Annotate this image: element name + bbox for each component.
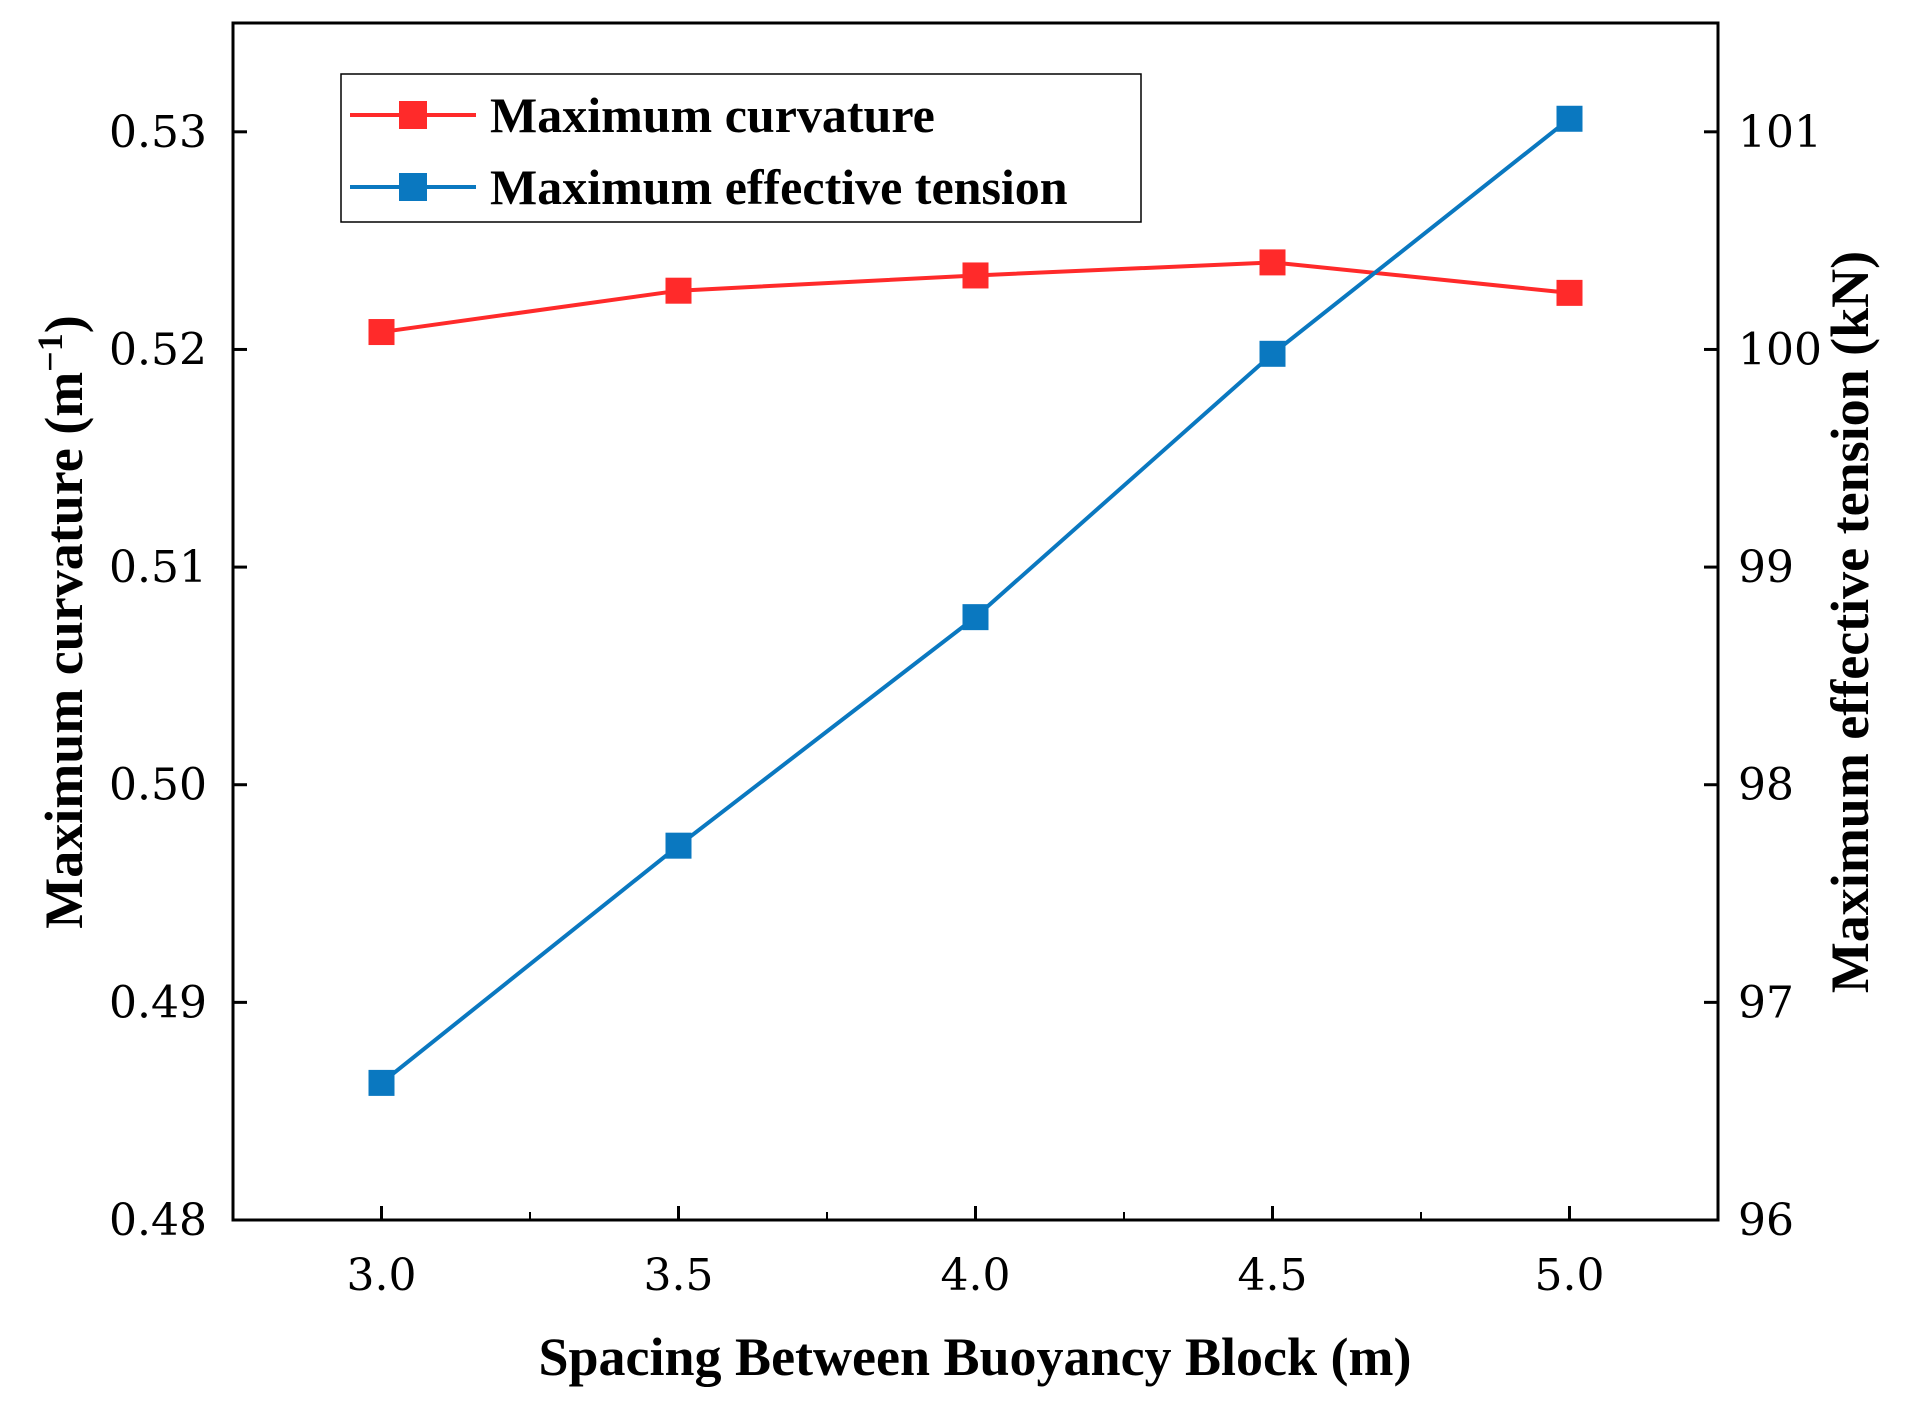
y-right-tick-label: 96	[1738, 1195, 1794, 1246]
y-axis-left-title-main: Maximum curvature (m	[34, 372, 94, 929]
point-tension	[962, 604, 989, 631]
legend: Maximum curvature Maximum effective tens…	[340, 73, 1142, 223]
y-left-tick-label: 0.50	[109, 760, 207, 811]
point-curvature	[665, 277, 692, 304]
point-curvature	[1556, 279, 1583, 306]
point-tension	[368, 1069, 395, 1096]
y-right-tick-label: 98	[1738, 760, 1794, 811]
point-curvature	[1259, 249, 1286, 276]
y-right-tick-label: 100	[1738, 324, 1822, 375]
y-axis-left-title-close: )	[34, 315, 94, 333]
y-left-tick-label: 0.53	[109, 107, 207, 158]
x-tick-label: 4.5	[1238, 1250, 1308, 1301]
legend-label-tension: Maximum effective tension	[490, 159, 1068, 215]
x-axis-title: Spacing Between Buoyancy Block (m)	[538, 1327, 1411, 1387]
y-axis-left-title: Maximum curvature (m−1)	[30, 315, 94, 928]
series-layer	[368, 105, 1583, 1096]
x-tick-label: 3.5	[644, 1250, 714, 1301]
y-right-tick-label: 97	[1738, 977, 1794, 1028]
point-tension	[665, 832, 692, 859]
y-axis-left-title-sup: −1	[30, 333, 70, 372]
legend-marker-tension	[399, 173, 427, 201]
legend-label-curvature: Maximum curvature	[490, 87, 935, 143]
legend-box	[340, 73, 1142, 223]
x-tick-label: 3.0	[347, 1250, 417, 1301]
x-tick-label: 4.0	[941, 1250, 1011, 1301]
legend-marker-curvature	[399, 101, 427, 129]
point-curvature	[962, 262, 989, 289]
y-left-tick-label: 0.52	[109, 324, 207, 375]
y-axis-right-title: Maximum effective tension (kN)	[1820, 251, 1880, 993]
y-left-tick-label: 0.51	[109, 542, 207, 593]
y-left-tick-label: 0.48	[109, 1195, 207, 1246]
point-tension	[1259, 340, 1286, 367]
x-tick-label: 5.0	[1535, 1250, 1605, 1301]
ticks-layer: 3.0 3.5 4.0 4.5 5.0 0.48 0.49 0.50 0.51 0.52 0.53 9…	[109, 107, 1822, 1301]
y-left-tick-label: 0.49	[109, 977, 207, 1028]
y-right-tick-label: 99	[1738, 542, 1794, 593]
point-tension	[1556, 105, 1583, 132]
point-curvature	[368, 319, 395, 346]
y-right-tick-label: 101	[1738, 107, 1822, 158]
